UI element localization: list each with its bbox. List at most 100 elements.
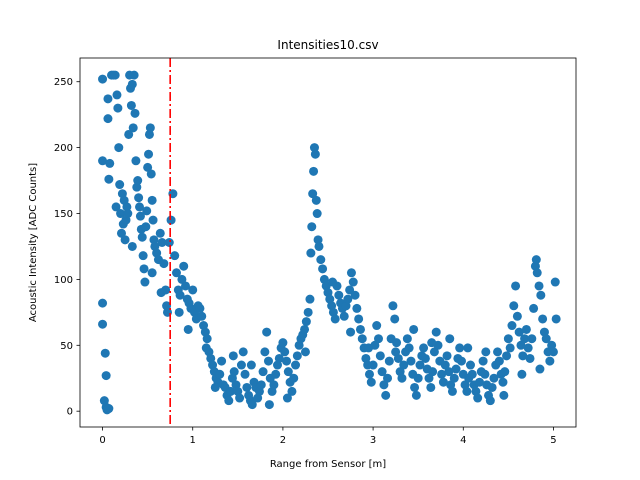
data-point xyxy=(144,149,154,159)
data-point xyxy=(98,319,108,329)
data-point xyxy=(287,386,297,396)
data-point xyxy=(120,235,130,245)
data-point xyxy=(127,241,137,251)
data-point xyxy=(545,356,555,366)
data-point xyxy=(451,364,461,374)
data-point xyxy=(256,380,266,390)
data-point xyxy=(98,74,108,84)
data-point xyxy=(274,353,284,363)
data-point xyxy=(229,367,239,377)
data-point xyxy=(348,277,358,287)
data-point xyxy=(438,377,448,387)
data-point xyxy=(372,321,382,331)
data-point xyxy=(177,274,187,284)
data-point xyxy=(383,373,393,383)
data-point xyxy=(159,259,169,269)
data-point xyxy=(155,228,165,238)
data-point xyxy=(282,393,292,403)
data-point xyxy=(309,166,319,176)
data-point xyxy=(538,314,548,324)
data-point xyxy=(292,351,302,361)
data-point xyxy=(410,382,420,392)
data-point xyxy=(122,202,132,212)
data-point xyxy=(170,251,180,261)
data-point xyxy=(98,156,108,166)
data-point xyxy=(368,360,378,370)
data-point xyxy=(431,327,441,337)
data-point xyxy=(113,103,123,113)
data-point xyxy=(135,211,145,221)
data-point xyxy=(149,235,159,245)
data-point xyxy=(141,222,151,232)
data-point xyxy=(174,307,184,317)
data-point xyxy=(306,248,316,258)
data-point xyxy=(318,264,328,274)
data-point xyxy=(390,314,400,324)
data-point xyxy=(426,382,436,392)
data-point xyxy=(420,353,430,363)
data-point xyxy=(116,209,126,219)
data-point xyxy=(300,347,310,357)
data-point xyxy=(502,351,512,361)
data-point xyxy=(478,356,488,366)
y-tick-label: 250 xyxy=(54,77,73,88)
data-point xyxy=(465,360,475,370)
data-point xyxy=(101,371,111,381)
data-point xyxy=(128,123,138,133)
data-point xyxy=(541,334,551,344)
data-point xyxy=(481,347,491,357)
data-point xyxy=(258,367,268,377)
data-point xyxy=(235,393,245,403)
data-point xyxy=(551,314,561,324)
data-point xyxy=(404,343,414,353)
data-point xyxy=(148,215,158,225)
data-point xyxy=(143,162,153,172)
points-layer xyxy=(98,70,561,415)
data-point xyxy=(505,343,515,353)
data-point xyxy=(129,70,139,80)
data-point xyxy=(171,268,181,278)
axes-frame xyxy=(79,57,577,428)
data-point xyxy=(183,324,193,334)
data-point xyxy=(355,324,365,334)
data-point xyxy=(226,386,236,396)
data-point xyxy=(138,251,148,261)
data-point xyxy=(282,356,292,366)
data-point xyxy=(520,334,530,344)
data-point xyxy=(406,356,416,366)
data-point xyxy=(364,343,374,353)
data-point xyxy=(449,373,459,383)
data-point xyxy=(429,347,439,357)
data-point xyxy=(142,206,152,216)
data-point xyxy=(529,303,539,313)
data-point xyxy=(514,327,524,337)
data-point xyxy=(334,290,344,300)
data-point xyxy=(379,380,389,390)
data-point xyxy=(480,369,490,379)
data-point xyxy=(375,351,385,361)
data-point xyxy=(164,238,174,247)
data-point xyxy=(188,285,198,295)
data-point xyxy=(455,343,465,353)
data-point xyxy=(518,351,528,361)
x-axis-label: Range from Sensor [m] xyxy=(270,459,386,470)
data-point xyxy=(210,382,220,392)
data-point xyxy=(100,348,110,358)
data-point xyxy=(428,367,438,377)
data-point xyxy=(399,360,409,370)
data-point xyxy=(346,268,356,278)
data-point xyxy=(305,294,315,304)
data-point xyxy=(500,367,510,377)
data-point xyxy=(409,324,419,334)
data-point xyxy=(437,369,447,379)
data-point xyxy=(467,369,477,379)
data-point xyxy=(238,347,248,357)
data-point xyxy=(527,334,537,344)
data-point xyxy=(485,396,495,406)
data-point xyxy=(289,373,299,383)
data-point xyxy=(419,343,429,353)
data-point xyxy=(535,364,545,374)
y-tick-label: 200 xyxy=(54,143,73,154)
y-tick-label: 0 xyxy=(67,407,73,418)
